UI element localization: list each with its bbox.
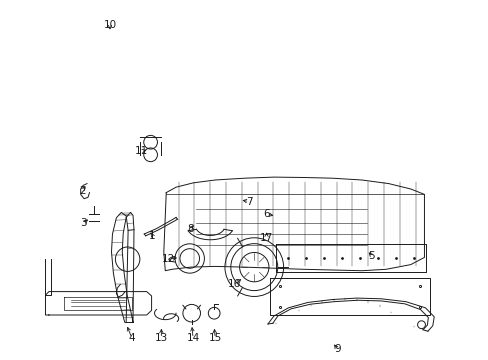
Text: 1: 1 (149, 231, 156, 241)
Text: 15: 15 (208, 333, 222, 343)
Text: 11: 11 (135, 146, 148, 156)
Text: 17: 17 (259, 233, 273, 243)
Text: 9: 9 (333, 344, 340, 354)
Text: 8: 8 (187, 224, 194, 234)
Text: 2: 2 (79, 186, 85, 196)
Text: 6: 6 (263, 209, 269, 219)
Text: 5: 5 (367, 251, 374, 261)
Text: 10: 10 (103, 20, 116, 30)
Text: 3: 3 (80, 218, 86, 228)
Text: 14: 14 (186, 333, 200, 343)
Text: 13: 13 (154, 333, 168, 343)
Text: 7: 7 (245, 197, 252, 207)
Text: 12: 12 (162, 254, 175, 264)
Text: 4: 4 (128, 333, 135, 343)
Text: 16: 16 (227, 279, 241, 289)
